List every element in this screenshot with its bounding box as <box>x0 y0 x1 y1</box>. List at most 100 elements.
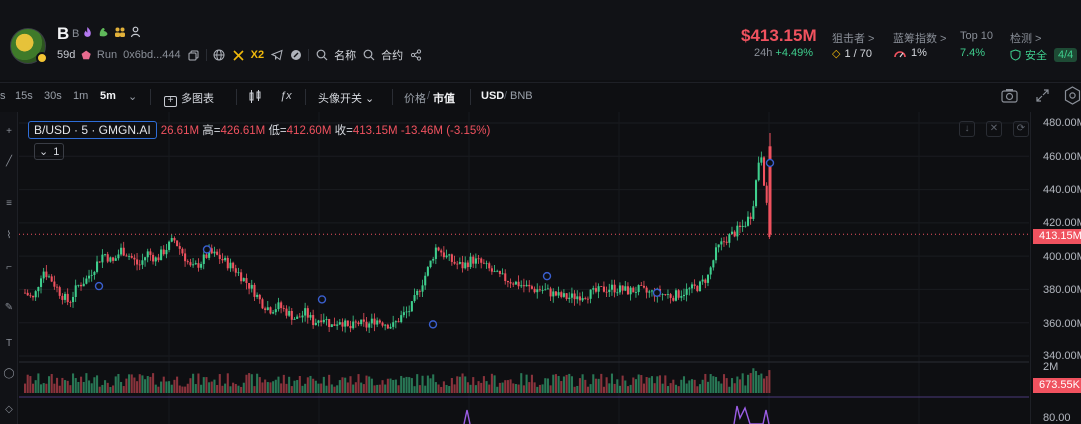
telegram-icon[interactable] <box>270 49 283 62</box>
volume-bar <box>96 375 99 393</box>
share-circle-icon[interactable] <box>289 49 302 62</box>
volume-bar <box>69 385 72 393</box>
volume-bar <box>138 374 141 393</box>
volume-bar <box>544 378 547 393</box>
candle-body <box>98 261 101 263</box>
fullscreen-icon[interactable] <box>1035 88 1050 103</box>
move-down-icon[interactable]: ↓ <box>959 121 975 137</box>
candle-body <box>493 271 496 273</box>
volume-bar <box>632 377 635 393</box>
volume-bar <box>717 381 720 393</box>
measure-icon[interactable]: ⌐ <box>6 262 12 273</box>
trade-avatar-marker <box>428 320 438 329</box>
volume-bar <box>568 373 571 393</box>
bluechip-label[interactable]: 蓝筹指数 > <box>893 33 947 45</box>
volume-bar <box>650 376 654 393</box>
candle-body <box>744 225 747 227</box>
interval-1m[interactable]: 1m <box>73 90 89 102</box>
volume-bar <box>314 380 317 393</box>
candlestick-chart[interactable] <box>19 112 1029 424</box>
indicators-fx-icon[interactable]: ƒx <box>280 90 292 102</box>
volume-bar <box>130 374 133 393</box>
check-label[interactable]: 检测 > <box>1010 33 1042 45</box>
volume-bar <box>226 373 229 393</box>
toolbar-divider <box>236 89 237 105</box>
volume-bar <box>714 376 718 393</box>
interval-30s[interactable]: 30s <box>44 90 62 102</box>
contract-address[interactable]: 0x6bd...444 <box>123 49 181 61</box>
volume-bar <box>168 381 171 393</box>
interval-5m[interactable]: 5m <box>100 90 116 102</box>
interval-dropdown-chevron-down-icon[interactable]: ⌄ <box>128 91 138 103</box>
volume-bar <box>336 385 339 393</box>
top10-label: Top 10 <box>960 30 994 42</box>
volume-bar <box>584 379 587 393</box>
candle-body <box>336 324 339 326</box>
brush-icon[interactable]: ✎ <box>4 302 14 313</box>
collapse-arrows-icon[interactable]: ✕ <box>986 121 1002 137</box>
refresh-icon[interactable]: ⟳ <box>1013 121 1029 137</box>
volume-bar <box>306 377 309 393</box>
globe-icon[interactable] <box>213 49 226 62</box>
x-twitter-icon[interactable] <box>232 49 245 62</box>
bnb-toggle[interactable]: BNB <box>510 90 533 102</box>
candle-body <box>24 292 27 294</box>
interval-s[interactable]: s <box>0 90 6 102</box>
symbol-label[interactable]: B/USD · 5 · GMGN.AI <box>28 121 157 139</box>
candle-body <box>362 319 365 322</box>
copy-icon[interactable] <box>187 49 200 62</box>
candle-body <box>701 279 704 282</box>
volume-bar <box>376 384 379 393</box>
mcap-toggle[interactable]: 市值 <box>433 93 455 105</box>
multi-chart-button[interactable]: + 多图表 <box>164 90 214 107</box>
search-icon[interactable] <box>315 49 328 62</box>
candle-body <box>482 262 485 264</box>
volume-bar <box>221 385 224 393</box>
candle-type-icon[interactable] <box>248 90 262 103</box>
text-tool-icon[interactable]: T <box>5 338 13 349</box>
volume-bar <box>629 384 632 393</box>
pattern-icon[interactable]: ⌇ <box>6 230 12 241</box>
volume-bar <box>272 381 275 393</box>
emoji-icon[interactable]: ◯ <box>3 368 15 379</box>
volume-bar <box>690 379 694 393</box>
volume-bar <box>338 380 341 393</box>
gauge-icon <box>893 48 907 58</box>
token-avatar[interactable] <box>10 28 46 64</box>
candle-body <box>693 284 696 286</box>
volume-bar <box>50 374 53 393</box>
search-name-link[interactable]: 名称 <box>334 50 357 62</box>
candle-body <box>312 315 315 326</box>
volume-bar <box>554 374 557 393</box>
fib-icon[interactable]: ≡ <box>6 198 12 209</box>
chart-canvas[interactable] <box>19 112 1029 424</box>
search-contract-link[interactable]: 合约 <box>381 50 404 62</box>
candle-body <box>338 322 341 325</box>
candle-body <box>74 285 77 297</box>
candle-body <box>682 294 686 297</box>
volume-bar <box>298 375 301 393</box>
share-icon[interactable] <box>409 49 422 62</box>
ruler-icon[interactable]: ◇ <box>5 404 13 415</box>
trendline-icon[interactable]: ╱ <box>5 156 13 167</box>
camera-icon[interactable] <box>1001 88 1018 103</box>
settings-gear-icon[interactable] <box>1064 86 1081 105</box>
candle-body <box>538 289 541 291</box>
usd-toggle[interactable]: USD <box>481 90 505 102</box>
candle-body <box>352 321 355 329</box>
interval-15s[interactable]: 15s <box>15 90 33 102</box>
price-axis[interactable]: 480.00M 460.00M 440.00M 420.00M 400.00M … <box>1030 112 1081 424</box>
snipers-label[interactable]: 狙击者 > <box>832 33 875 45</box>
candle-body <box>290 311 293 320</box>
volume-bar <box>746 374 750 393</box>
avatar-toggle-dropdown[interactable]: 头像开关 ⌄ <box>318 93 375 105</box>
crosshair-icon[interactable]: + <box>6 126 12 137</box>
search-icon[interactable] <box>362 49 375 62</box>
price-toggle[interactable]: 价格 <box>404 93 426 105</box>
indicator-collapse[interactable]: ⌄ 1 <box>34 143 65 160</box>
candle-body <box>200 263 203 268</box>
volume-bar <box>624 380 627 393</box>
volume-bar <box>354 382 357 393</box>
volume-bar <box>448 386 451 393</box>
